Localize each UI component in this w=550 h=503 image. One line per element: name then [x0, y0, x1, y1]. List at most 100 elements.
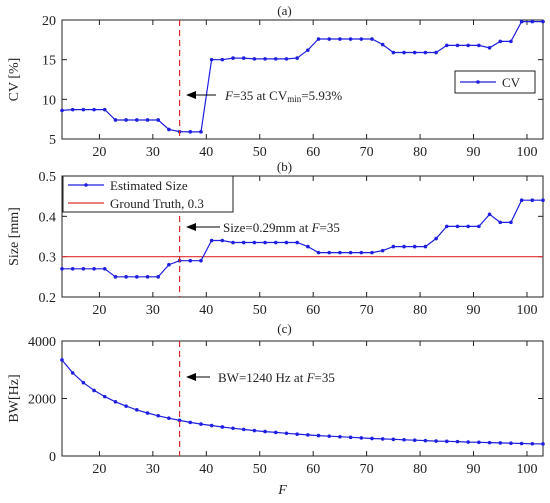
data-point	[359, 250, 364, 255]
x-tick-label: 40	[199, 303, 213, 318]
data-point	[348, 250, 353, 255]
y-tick-label: 0	[49, 450, 56, 465]
legend-size: Estimated Size Ground Truth, 0.3	[62, 175, 234, 213]
y-tick-label: 10	[42, 93, 56, 108]
data-point	[306, 244, 310, 249]
data-point	[113, 400, 118, 404]
annotation-text: BW=1240 Hz at F=35	[218, 370, 335, 385]
panel-label: (b)	[277, 159, 292, 174]
annotation-a: F=35 at CVmin=5.93%	[186, 88, 342, 104]
y-tick-label: 0.2	[39, 291, 57, 306]
data-point	[391, 244, 396, 249]
data-point	[380, 248, 385, 253]
y-tick-label: 0.5	[39, 170, 57, 185]
x-tick-label: 80	[413, 462, 427, 477]
data-point	[231, 240, 235, 245]
data-point	[252, 428, 257, 433]
data-point	[188, 130, 193, 134]
data-point	[60, 108, 64, 113]
data-point	[338, 434, 342, 439]
annotation-body: BW=1240 Hz at	[218, 370, 307, 385]
data-point	[135, 408, 139, 412]
data-point	[498, 441, 503, 445]
panel-label: (a)	[277, 3, 291, 18]
x-tick-label: 60	[306, 145, 320, 160]
data-point	[92, 107, 96, 112]
legend-label: CV	[502, 75, 521, 90]
annotation-suffix: =35	[320, 220, 340, 235]
y-tick-label: 4000	[28, 335, 56, 350]
data-point	[167, 127, 171, 132]
data-point	[423, 50, 428, 55]
x-tick-label: 90	[467, 462, 481, 477]
data-point	[466, 43, 470, 48]
data-point	[412, 50, 417, 55]
data-point	[338, 250, 342, 255]
data-point	[477, 224, 481, 229]
chart-panel-3: (c) 20 30 40 50 60 70 80 90 100 0 2000 4000 BW[Hz]	[7, 321, 545, 477]
data-point	[252, 240, 257, 245]
data-point	[412, 438, 417, 442]
x-tick-label: 60	[306, 303, 320, 318]
data-point	[167, 262, 171, 267]
x-tick-label: 30	[146, 462, 160, 477]
data-point	[519, 19, 524, 24]
x-tick-label: 60	[306, 462, 320, 477]
data-point	[509, 441, 513, 446]
annotation-text: Size=0.29mm at F=35	[223, 220, 340, 235]
data-point	[273, 240, 278, 245]
x-tick-label: 20	[92, 145, 106, 160]
y-tick-label: 20	[42, 14, 56, 29]
data-point	[199, 130, 203, 134]
data-point	[509, 39, 513, 44]
data-point	[477, 43, 481, 48]
legend-marker	[84, 183, 88, 187]
data-point	[445, 439, 449, 444]
data-point	[188, 258, 193, 263]
data-point	[124, 275, 128, 279]
y-tick-label: 15	[42, 54, 56, 69]
data-point	[519, 198, 524, 202]
data-point	[156, 275, 160, 279]
x-tick-label: 20	[92, 303, 106, 318]
data-point	[60, 358, 64, 362]
annotation-c: BW=1240 Hz at F=35	[186, 370, 335, 385]
arrow-head	[186, 91, 196, 99]
data-point	[487, 45, 492, 50]
data-point	[370, 436, 374, 441]
data-point	[306, 433, 310, 437]
data-point	[92, 266, 96, 271]
data-point	[220, 425, 225, 429]
x-tick-label: 70	[360, 303, 374, 318]
data-point	[102, 266, 107, 271]
data-point	[241, 427, 246, 432]
y-tick-label: 2000	[28, 393, 56, 408]
data-point	[124, 118, 128, 122]
data-point	[359, 436, 364, 440]
data-point	[231, 426, 235, 431]
panel-label: (c)	[277, 321, 291, 336]
data-point	[177, 418, 182, 423]
y-tick-label: 0.4	[39, 210, 57, 225]
data-point	[434, 236, 438, 241]
y-axis-title: CV [%]	[7, 58, 22, 102]
data-point	[263, 57, 267, 61]
data-point	[530, 441, 535, 446]
data-point	[273, 57, 278, 61]
data-point	[466, 440, 470, 444]
data-point	[412, 244, 417, 249]
x-tick-label: 50	[253, 462, 267, 477]
data-point	[509, 220, 513, 225]
x-tick-label: 100	[516, 462, 537, 477]
y-tick-label: 0.3	[39, 251, 57, 266]
data-point	[241, 240, 246, 245]
data-point	[295, 432, 299, 436]
series-line	[62, 199, 543, 278]
x-tick-label: 20	[92, 462, 106, 477]
data-point	[167, 416, 171, 420]
series-line	[61, 359, 544, 445]
arrow-head	[186, 373, 196, 381]
data-point	[434, 50, 438, 55]
x-tick-label: 100	[516, 145, 537, 160]
data-point	[156, 118, 160, 122]
